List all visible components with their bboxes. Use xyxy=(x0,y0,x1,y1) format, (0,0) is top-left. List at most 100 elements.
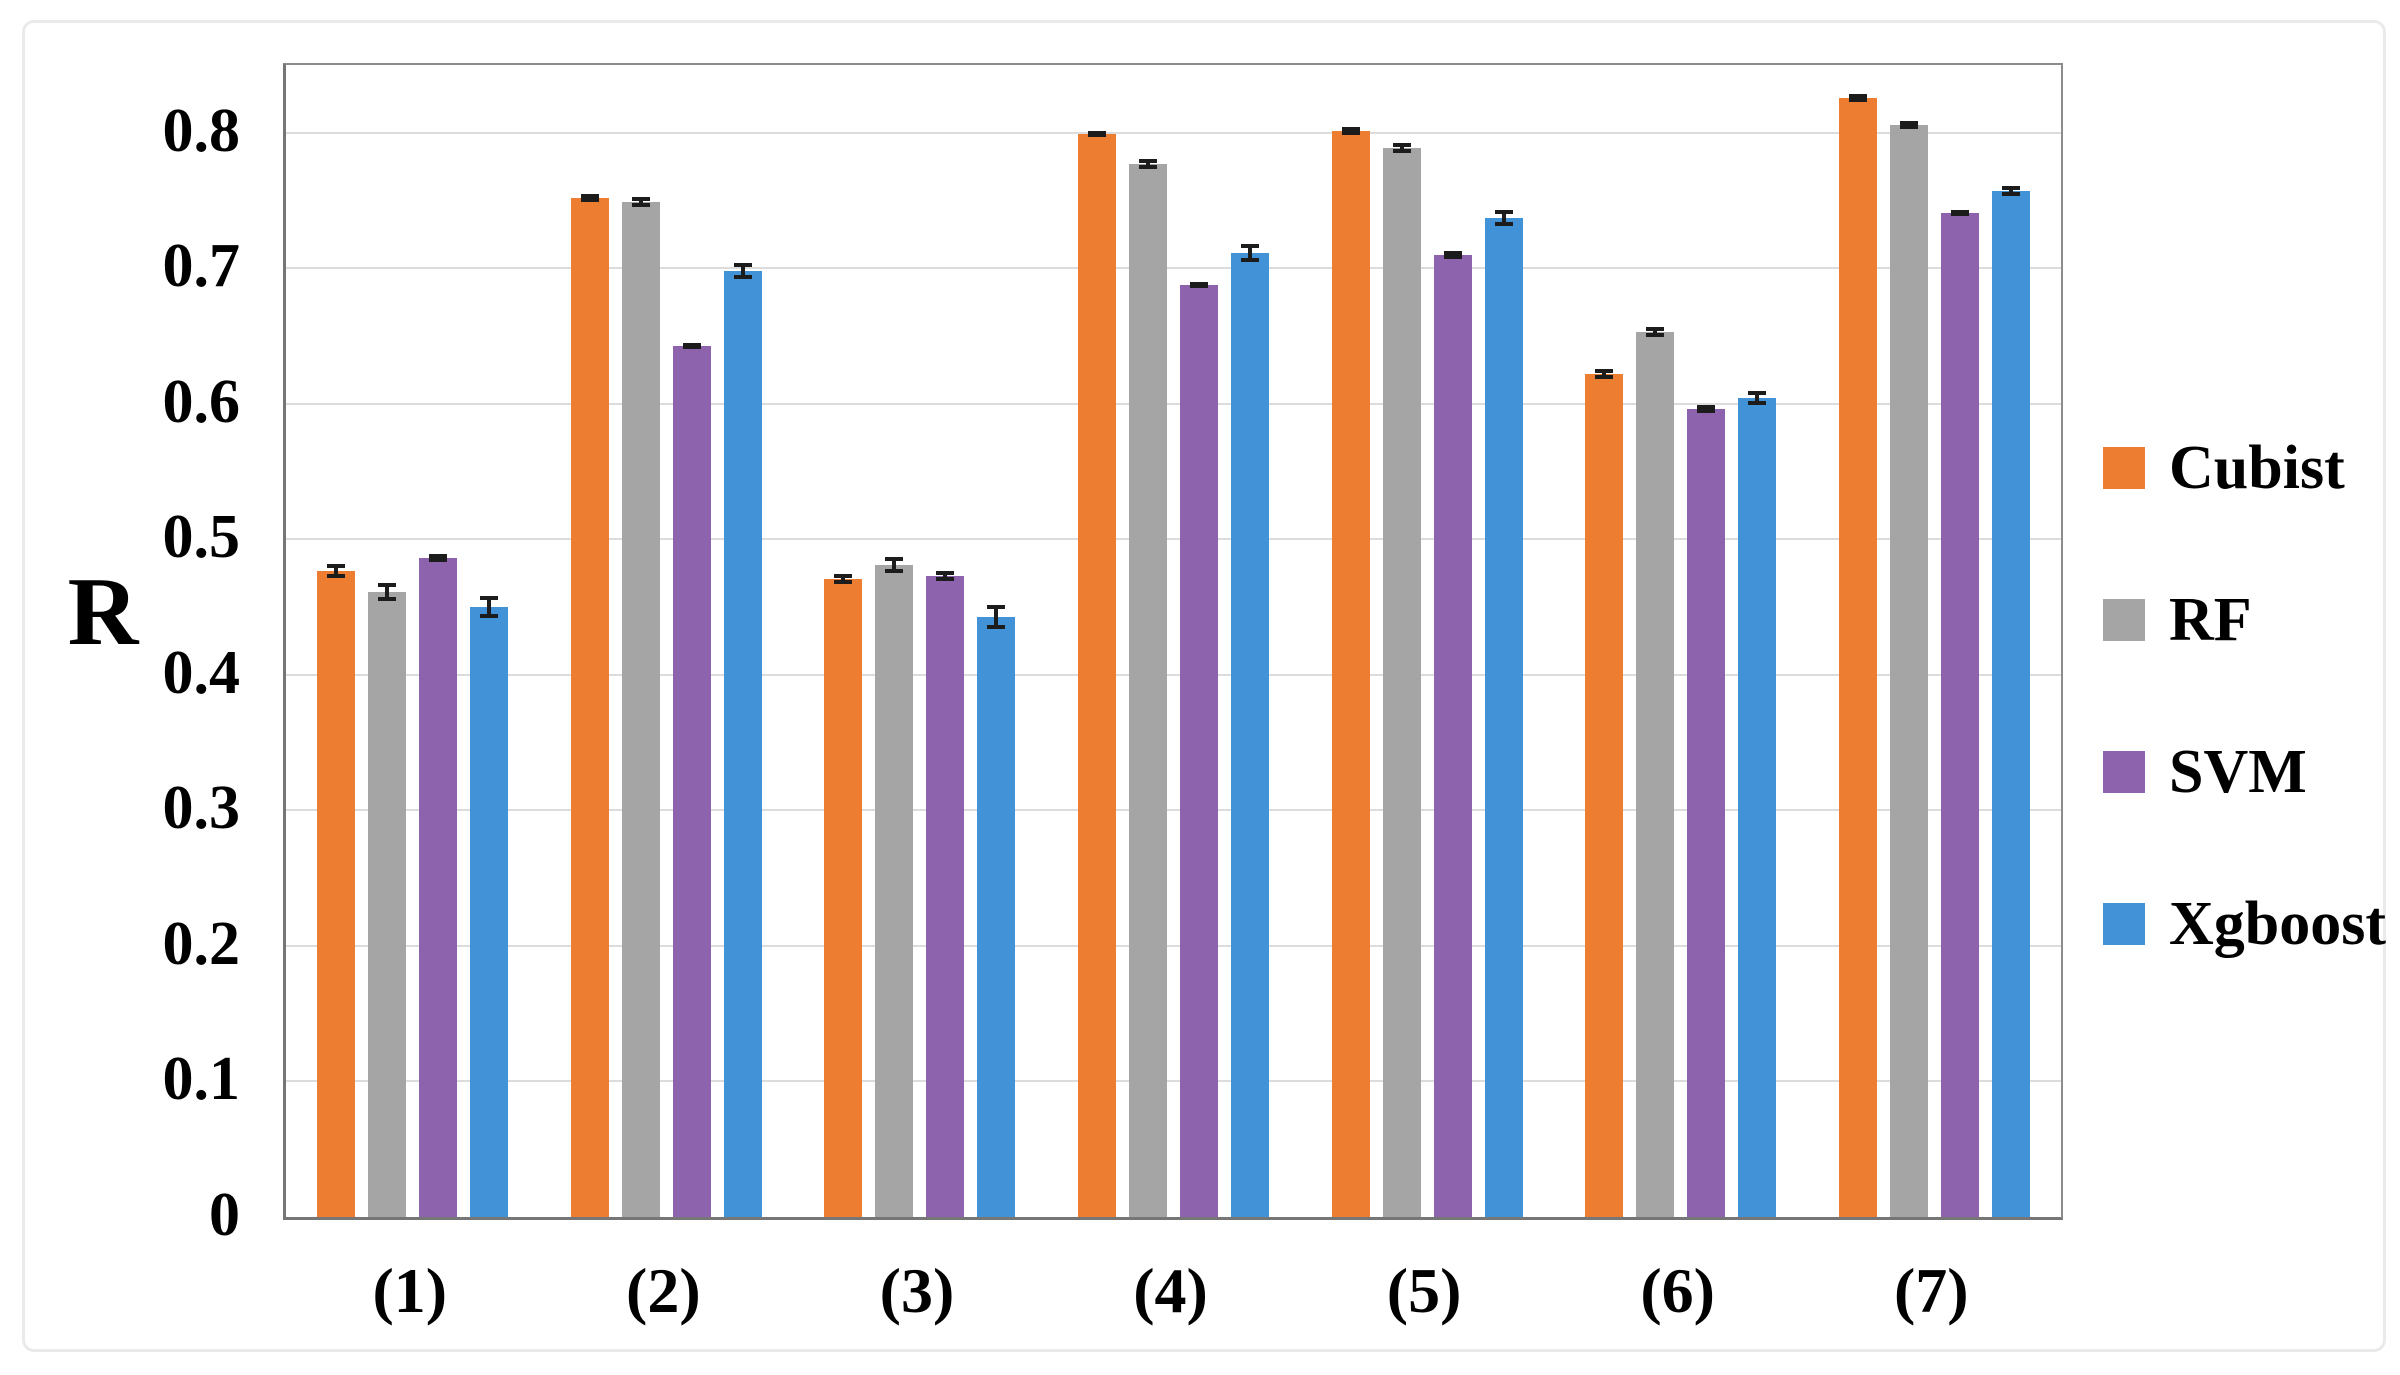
bar-xgboost-3 xyxy=(977,604,1016,1217)
error-bar xyxy=(1704,405,1709,414)
bar-rf-4 xyxy=(1129,158,1168,1217)
legend-label-cubist: Cubist xyxy=(2169,433,2345,502)
error-bar xyxy=(1906,120,1911,129)
x-tick-label-6: (6) xyxy=(1640,1255,1715,1326)
y-tick-label: 0.4 xyxy=(162,638,241,707)
legend-swatch-rf xyxy=(2103,599,2145,641)
y-tick-label: 0.7 xyxy=(162,232,241,301)
y-tick-label: 0.2 xyxy=(162,909,241,978)
error-bar xyxy=(943,570,948,581)
y-tick-label: 0 xyxy=(209,1181,240,1249)
error-bar xyxy=(1855,93,1860,102)
error-bar xyxy=(892,557,897,574)
plot-area xyxy=(283,63,2063,1220)
bar-group-3 xyxy=(793,65,1047,1217)
bar-group-2 xyxy=(540,65,794,1217)
bar-rf-2 xyxy=(621,196,660,1217)
bar-xgboost-2 xyxy=(723,263,762,1217)
error-bar xyxy=(1755,391,1760,406)
bar-svm-1 xyxy=(419,554,458,1217)
error-bar xyxy=(487,596,492,619)
error-bar xyxy=(436,554,441,563)
bar-cubist-3 xyxy=(824,573,863,1217)
error-bar xyxy=(385,583,390,602)
x-tick-label-4: (4) xyxy=(1133,1255,1208,1326)
y-axis-title: R xyxy=(67,558,139,666)
legend-label-rf: RF xyxy=(2169,585,2252,654)
bar-xgboost-6 xyxy=(1738,391,1777,1217)
error-bar xyxy=(740,263,745,279)
bar-xgboost-7 xyxy=(1991,186,2030,1217)
error-bar xyxy=(1957,209,1962,216)
error-bar xyxy=(1095,131,1100,138)
bar-cubist-5 xyxy=(1331,127,1370,1217)
x-tick-label-2: (2) xyxy=(626,1255,701,1326)
error-bar xyxy=(994,604,999,629)
bar-rf-3 xyxy=(875,557,914,1217)
error-bar xyxy=(1602,369,1607,379)
bar-group-1 xyxy=(286,65,540,1217)
bar-svm-4 xyxy=(1180,281,1219,1217)
bar-cubist-7 xyxy=(1838,93,1877,1217)
bar-xgboost-4 xyxy=(1231,244,1270,1217)
bar-cubist-1 xyxy=(317,563,356,1217)
figure-border xyxy=(22,20,2386,1352)
bar-cubist-2 xyxy=(570,193,609,1217)
x-tick-label-1: (1) xyxy=(372,1255,448,1326)
legend-label-xgboost: Xgboost xyxy=(2169,889,2387,958)
legend-label-svm: SVM xyxy=(2169,737,2307,806)
error-bar xyxy=(587,193,592,202)
gridline-0.3 xyxy=(286,809,2061,812)
gridline-0.2 xyxy=(286,944,2061,947)
error-bar xyxy=(1348,127,1353,136)
bar-group-4 xyxy=(1047,65,1301,1217)
error-bar xyxy=(1248,244,1253,263)
x-tick-label-3: (3) xyxy=(879,1255,955,1326)
y-tick-label: 0.5 xyxy=(162,503,241,572)
error-bar xyxy=(1653,327,1658,337)
legend-item-rf: RF xyxy=(2103,586,2252,654)
legend-swatch-cubist xyxy=(2103,447,2145,489)
error-bar xyxy=(2008,186,2013,196)
error-bar xyxy=(1450,250,1455,259)
bar-rf-6 xyxy=(1636,327,1675,1217)
x-tick-label-5: (5) xyxy=(1386,1255,1462,1326)
error-bar xyxy=(841,573,846,584)
bar-svm-7 xyxy=(1940,209,1979,1217)
bar-group-7 xyxy=(1807,65,2061,1217)
gridline-0.7 xyxy=(286,267,2061,270)
gridline-0.4 xyxy=(286,673,2061,676)
error-bar xyxy=(689,342,694,349)
bar-cubist-4 xyxy=(1078,131,1117,1217)
bar-xgboost-5 xyxy=(1484,210,1523,1217)
bar-cubist-6 xyxy=(1585,369,1624,1217)
error-bar xyxy=(638,196,643,207)
legend-item-svm: SVM xyxy=(2103,738,2307,806)
y-tick-label: 0.3 xyxy=(162,774,241,843)
y-tick-label: 0.6 xyxy=(162,367,241,436)
bar-svm-2 xyxy=(672,342,711,1217)
bar-svm-3 xyxy=(926,570,965,1217)
legend-item-cubist: Cubist xyxy=(2103,434,2345,502)
gridline-0.1 xyxy=(286,1080,2061,1083)
x-tick-label-7: (7) xyxy=(1893,1255,1969,1326)
y-tick-label: 0.8 xyxy=(162,96,241,165)
error-bar xyxy=(1197,281,1202,288)
bar-rf-1 xyxy=(368,583,407,1217)
error-bar xyxy=(1399,142,1404,153)
error-bar xyxy=(1146,158,1151,169)
bar-svm-5 xyxy=(1433,250,1472,1217)
bar-group-6 xyxy=(1554,65,1808,1217)
bar-rf-7 xyxy=(1889,120,1928,1217)
bar-rf-5 xyxy=(1382,142,1421,1217)
legend-item-xgboost: Xgboost xyxy=(2103,890,2386,958)
gridline-0.5 xyxy=(286,538,2061,541)
legend-swatch-svm xyxy=(2103,751,2145,793)
bar-group-5 xyxy=(1300,65,1554,1217)
bar-svm-6 xyxy=(1687,405,1726,1217)
error-bar xyxy=(1501,210,1506,227)
bar-xgboost-1 xyxy=(470,596,509,1217)
bar-groups xyxy=(286,65,2061,1217)
legend-swatch-xgboost xyxy=(2103,903,2145,945)
